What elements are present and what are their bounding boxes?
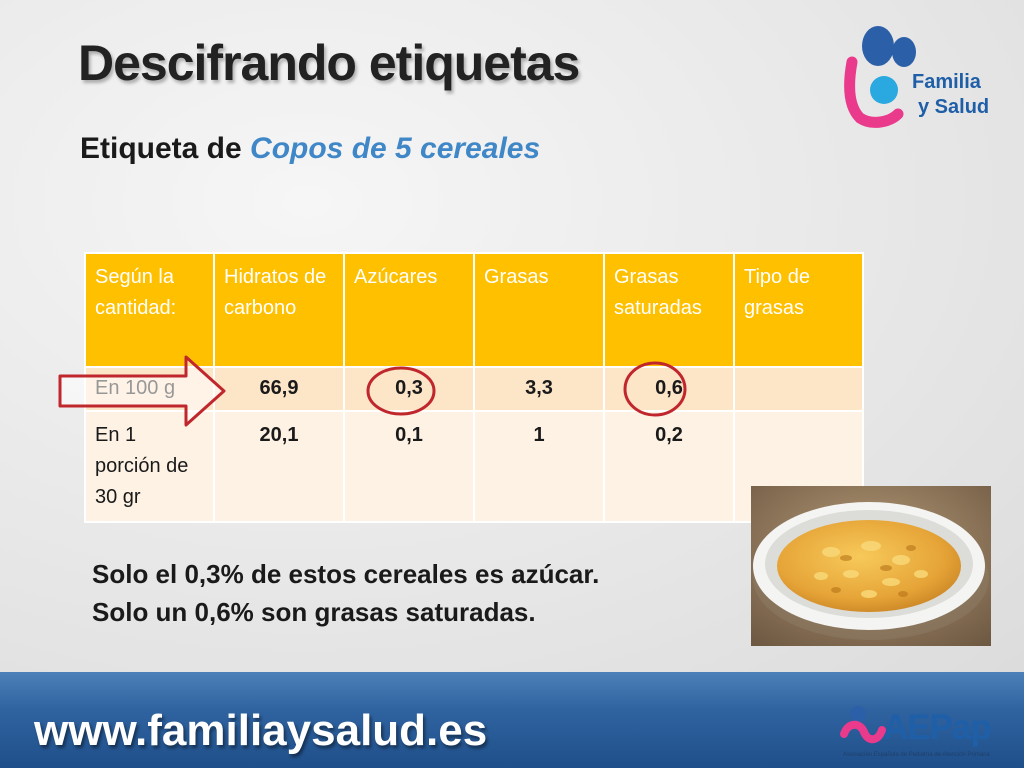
footer-url[interactable]: www.familiaysalud.es [34, 706, 488, 755]
aepap-logo-icon [840, 706, 886, 744]
cell-saturated-fats: 0,2 [603, 410, 735, 523]
cell-fats: 3,3 [473, 366, 605, 412]
cell-fats: 1 [473, 410, 605, 523]
header-cell-quantity: Según la cantidad: [84, 252, 215, 368]
header-cell-fat-type: Tipo de grasas [733, 252, 864, 368]
cell-sugars: 0,3 [343, 366, 475, 412]
cell-carbs: 66,9 [213, 366, 345, 412]
key-statements: Solo el 0,3% de estos cereales es azúcar… [92, 555, 599, 631]
cell-sugars: 0,1 [343, 410, 475, 523]
aepap-logo-text: AEPap [883, 708, 992, 747]
row-label: En 100 g [84, 366, 215, 412]
statement-sugar: Solo el 0,3% de estos cereales es azúcar… [92, 559, 600, 589]
cell-fat-type [733, 366, 864, 412]
header-cell-carbs: Hidratos de carbono [213, 252, 345, 368]
table-row: En 100 g 66,9 0,3 3,3 0,6 [84, 366, 864, 412]
product-name: Copos de 5 cereales [250, 132, 541, 165]
header-cell-sugars: Azúcares [343, 252, 475, 368]
header-cell-saturated-fats: Grasas saturadas [603, 252, 735, 368]
table-header-row: Según la cantidad: Hidratos de carbono A… [84, 252, 864, 368]
aepap-subtitle: Asociación Española de Pediatría de Aten… [843, 752, 990, 758]
cell-saturated-fats: 0,6 [603, 366, 735, 412]
logo-text: Familia y Salud [912, 70, 1022, 120]
subtitle-prefix: Etiqueta de [80, 132, 251, 165]
logo-line-1: Familia [912, 71, 981, 93]
cell-carbs: 20,1 [213, 410, 345, 523]
header-cell-fats: Grasas [473, 252, 605, 368]
table-row: En 1 porción de 30 gr 20,1 0,1 1 0,2 [84, 410, 864, 523]
slide-title: Descifrando etiquetas [78, 35, 580, 91]
statement-saturated-fat: Solo un 0,6% son grasas saturadas. [92, 597, 536, 627]
logo-line-2: y Salud [918, 96, 990, 118]
row-label: En 1 porción de 30 gr [84, 410, 215, 523]
familia-y-salud-logo [844, 26, 916, 128]
slide-subtitle: Etiqueta de Copos de 5 cereales [80, 132, 540, 166]
cereal-bowl-photo [751, 486, 991, 646]
nutrition-table: Según la cantidad: Hidratos de carbono A… [84, 252, 864, 523]
